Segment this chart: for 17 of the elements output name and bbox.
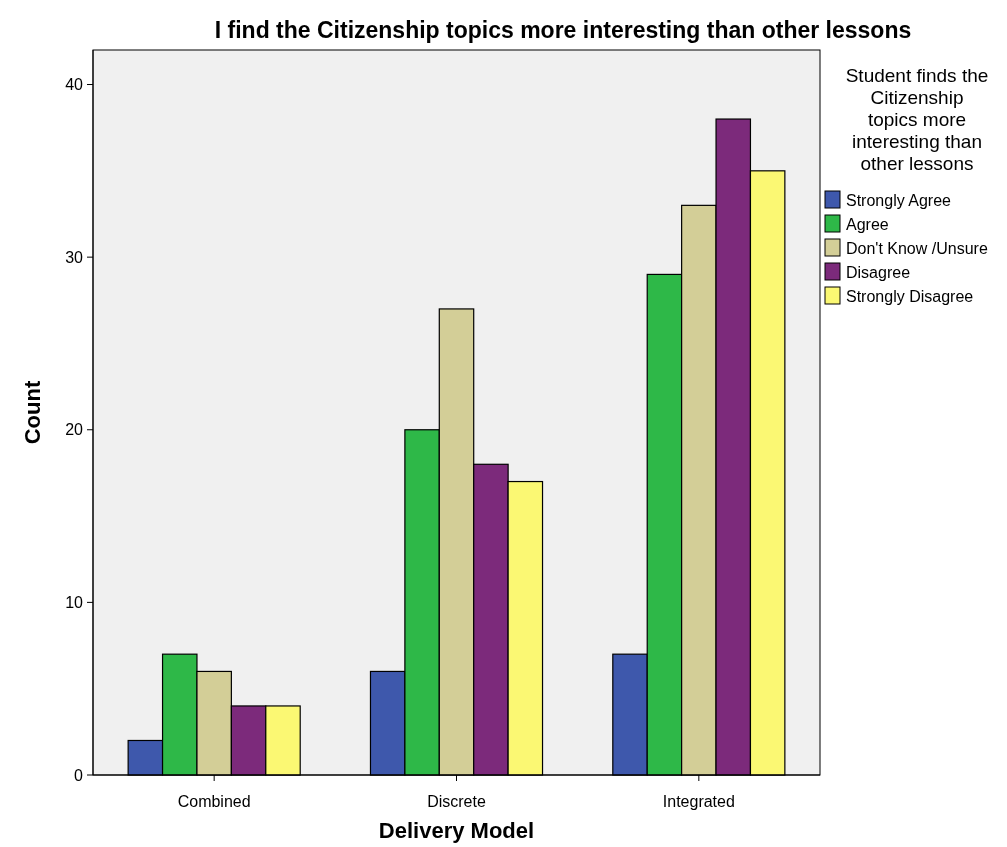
y-tick-label: 0 [74, 766, 84, 784]
legend-label: Agree [846, 215, 889, 233]
x-tick-label: Integrated [662, 793, 735, 810]
x-tick-label: Discrete [427, 793, 486, 810]
y-tick-label: 30 [65, 248, 84, 266]
chart-title: I find the Citizenship topics more interesting than other lessons [214, 17, 912, 43]
x-axis-title: Delivery Model [378, 818, 535, 843]
y-axis-title: Count [20, 380, 45, 445]
legend-label: Strongly Disagree [846, 287, 974, 305]
legend-label: Don't Know /Unsure [846, 239, 988, 257]
legend-title: Student finds the Citizenship topics more interesting than other lessons [845, 65, 989, 174]
x-tick-label: Combined [177, 793, 251, 810]
legend-label: Strongly Agree [846, 191, 952, 209]
y-tick-label: 20 [65, 421, 84, 439]
legend-label: Disagree [846, 263, 911, 281]
y-tick-label: 40 [65, 76, 84, 94]
y-tick-label: 10 [65, 593, 84, 611]
